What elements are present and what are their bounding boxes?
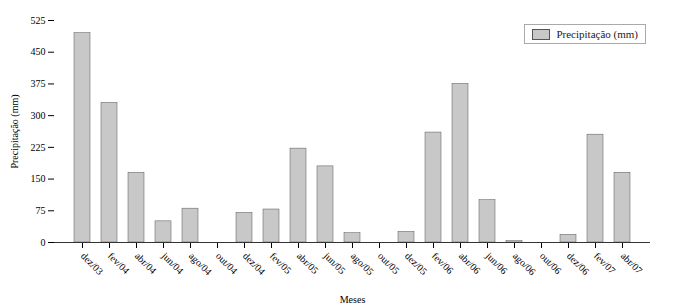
svg-text:jun/04: jun/04 [159,250,186,277]
svg-text:225: 225 [31,142,46,153]
svg-text:0: 0 [41,237,46,248]
svg-text:fev/06: fev/06 [430,250,456,276]
svg-text:out/06: out/06 [538,250,564,276]
svg-text:dez/06: dez/06 [565,250,592,277]
svg-text:75: 75 [36,205,46,216]
svg-text:dez/05: dez/05 [403,250,430,277]
svg-text:dez/03: dez/03 [79,250,106,277]
svg-text:Meses: Meses [340,294,366,305]
svg-text:jun/06: jun/06 [483,250,510,277]
svg-text:fev/07: fev/07 [592,250,618,276]
svg-text:300: 300 [31,110,46,121]
html-text:Precipitação (mm): Precipitação (mm) [556,28,638,40]
svg-text:ago/05: ago/05 [349,250,376,277]
svg-text:out/05: out/05 [376,250,402,276]
svg-text:jun/05: jun/05 [321,250,348,277]
svg-text:fev/05: fev/05 [268,250,294,276]
svg-text:dez/04: dez/04 [241,250,268,277]
svg-text:abr/07: abr/07 [619,250,645,276]
svg-text:Precipitação (mm): Precipitação (mm) [9,94,21,168]
svg-text:out/04: out/04 [214,250,240,276]
svg-text:abr/04: abr/04 [133,250,159,276]
svg-text:fev/04: fev/04 [106,250,132,276]
svg-text:450: 450 [31,46,46,57]
svg-text:150: 150 [31,173,46,184]
svg-text:ago/04: ago/04 [187,250,214,277]
svg-text:525: 525 [31,15,46,26]
svg-text:abr/06: abr/06 [457,250,483,276]
svg-text:abr/05: abr/05 [295,250,321,276]
svg-text:ago/06: ago/06 [511,250,538,277]
svg-text:375: 375 [31,78,46,89]
